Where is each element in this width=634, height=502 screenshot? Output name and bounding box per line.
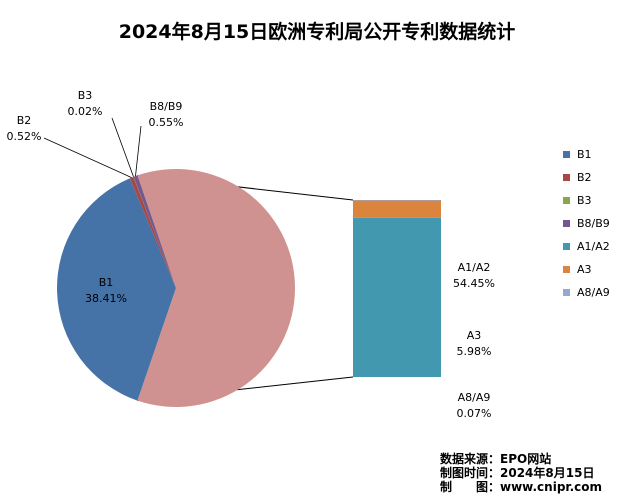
legend-swatch-b1 xyxy=(563,151,570,158)
data-label-value-b3: 0.02% xyxy=(68,105,103,118)
data-label-name-b8-b9: B8/B9 xyxy=(150,100,183,113)
legend-swatch-a3 xyxy=(563,266,570,273)
data-label-value-b2: 0.52% xyxy=(7,130,42,143)
data-label-name-a1-a2: A1/A2 xyxy=(458,261,491,274)
legend-swatch-a1-a2 xyxy=(563,243,570,250)
legend: B1 B2 B3 B8/B9 A1/A2 A3 A8/A9 xyxy=(563,148,610,299)
data-label-value-b1: 38.41% xyxy=(85,292,127,305)
data-label-name-a8-a9: A8/A9 xyxy=(458,391,491,404)
legend-label-a1-a2: A1/A2 xyxy=(577,240,610,253)
bar-segment-a3 xyxy=(353,200,441,218)
legend-label-b2: B2 xyxy=(577,171,592,184)
leader-line-b3 xyxy=(112,118,134,177)
legend-label-b1: B1 xyxy=(577,148,592,161)
legend-swatch-a8-a9 xyxy=(563,289,570,296)
data-label-value-b8-b9: 0.55% xyxy=(149,116,184,129)
legend-label-b8-b9: B8/B9 xyxy=(577,217,610,230)
data-label-value-a8-a9: 0.07% xyxy=(457,407,492,420)
legend-swatch-b2 xyxy=(563,174,570,181)
footer-maker: 制 图：www.cnipr.com xyxy=(440,479,602,494)
footer-source: 数据来源：EPO网站 xyxy=(440,451,551,466)
data-label-name-b2: B2 xyxy=(17,114,32,127)
legend-swatch-b8-b9 xyxy=(563,220,570,227)
legend-label-a8-a9: A8/A9 xyxy=(577,286,610,299)
legend-label-b3: B3 xyxy=(577,194,592,207)
breakdown-bar xyxy=(353,200,441,377)
data-label-name-a3: A3 xyxy=(467,329,482,342)
data-label-name-b3: B3 xyxy=(78,89,93,102)
legend-label-a3: A3 xyxy=(577,263,592,276)
bar-segment-a1-a2 xyxy=(353,218,441,377)
chart-title: 2024年8月15日欧洲专利局公开专利数据统计 xyxy=(119,20,516,43)
footer: 数据来源：EPO网站 制图时间：2024年8月15日 制 图：www.cnipr… xyxy=(440,451,602,494)
data-label-name-b1: B1 xyxy=(99,276,114,289)
bar-segment-a8-a9 xyxy=(353,200,441,201)
footer-date: 制图时间：2024年8月15日 xyxy=(440,465,594,480)
data-label-value-a3: 5.98% xyxy=(457,345,492,358)
pie xyxy=(57,169,295,407)
legend-swatch-b3 xyxy=(563,197,570,204)
data-label-value-a1-a2: 54.45% xyxy=(453,277,495,290)
leader-line-b2 xyxy=(44,138,132,178)
leader-line-b8-b9 xyxy=(136,126,142,176)
